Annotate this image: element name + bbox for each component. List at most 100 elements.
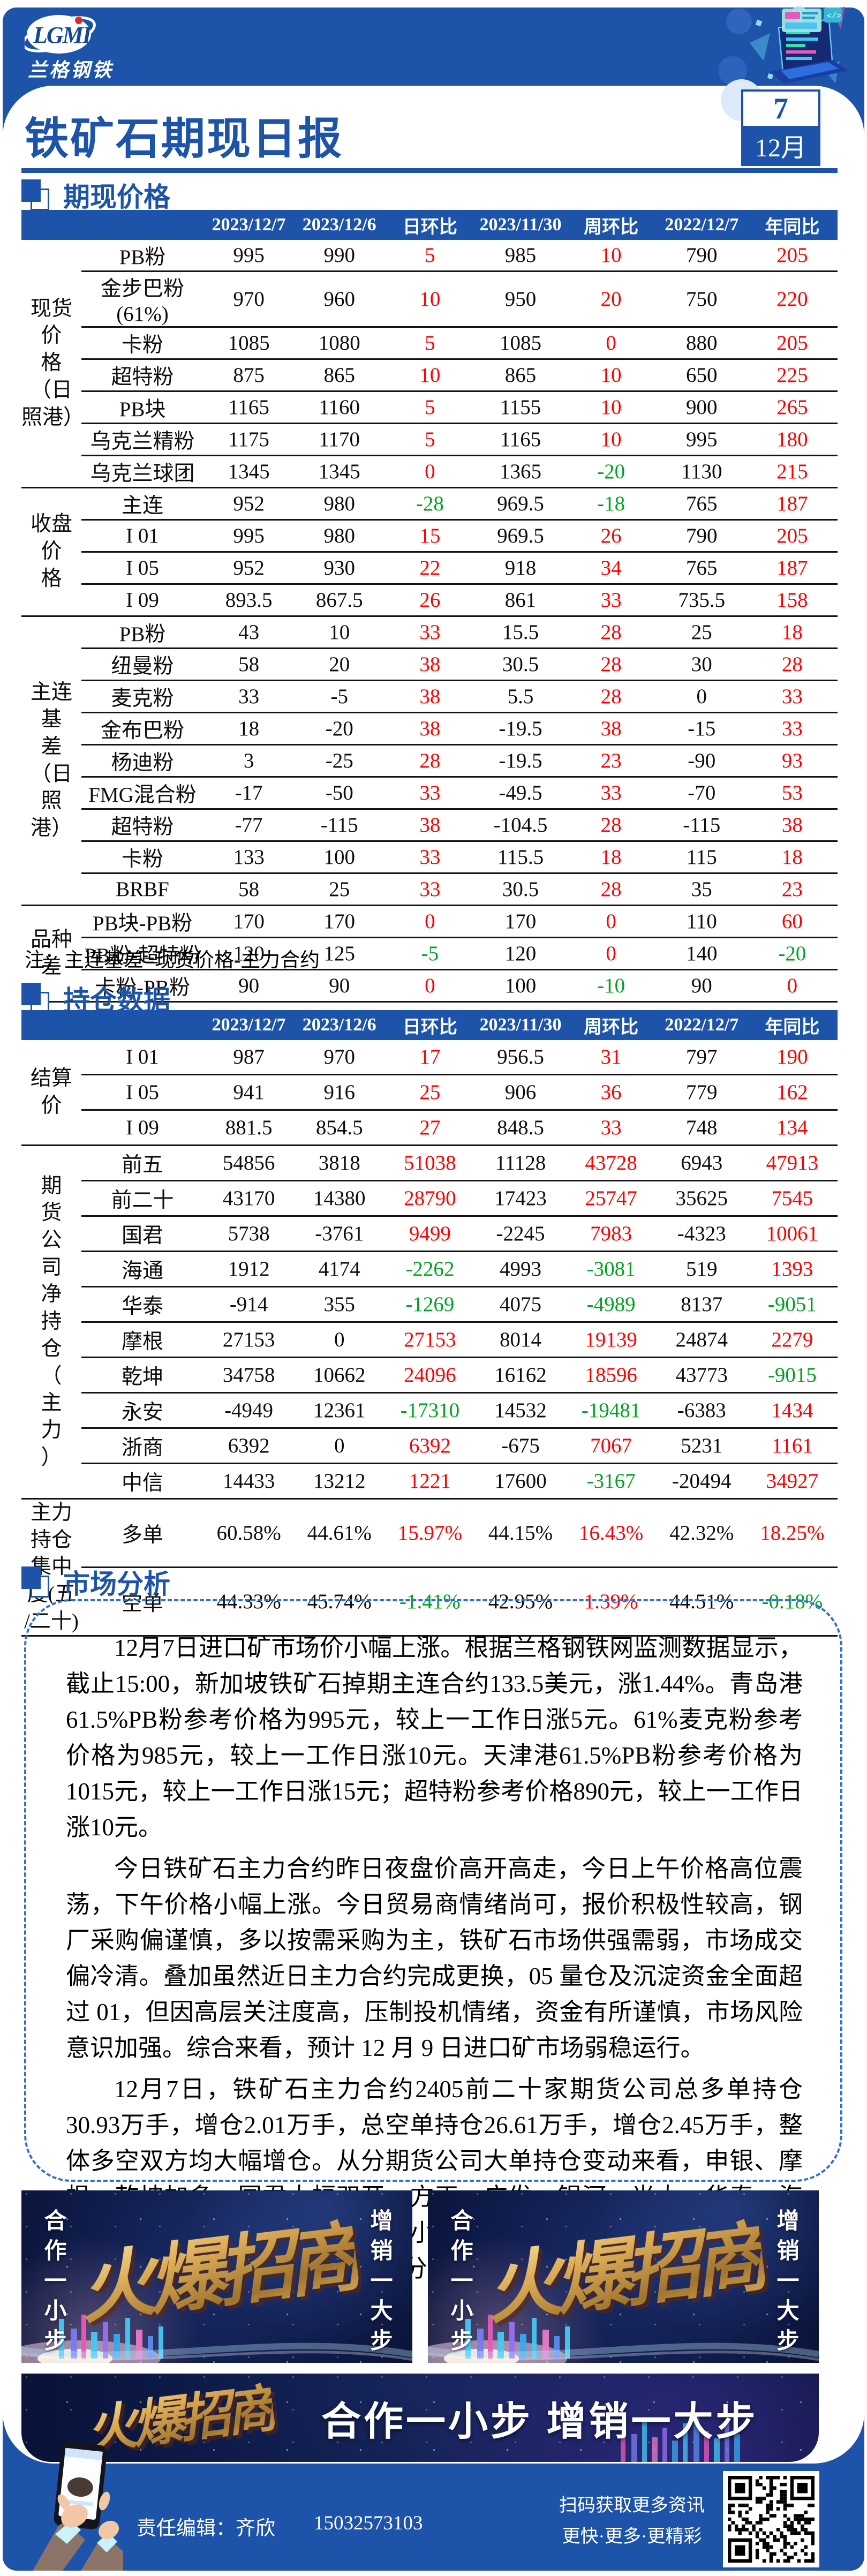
value-cell: 42.95%: [475, 1567, 566, 1637]
change-value-cell: 6392: [385, 1428, 476, 1464]
change-value-cell: 0: [566, 327, 657, 360]
editor-line: 责任编辑：齐欣 15032573103: [137, 2512, 423, 2541]
value-cell: 34758: [203, 1357, 295, 1394]
value-cell: 1170: [294, 423, 385, 456]
value-cell: 1130: [656, 455, 747, 488]
change-value-cell: 10: [566, 359, 657, 392]
row-label: 金步巴粉(61%): [81, 271, 203, 328]
row-label: PB粉: [81, 240, 203, 272]
change-value-cell: -20: [566, 455, 657, 488]
value-cell: 125: [294, 937, 385, 970]
change-value-cell: 18.25%: [747, 1498, 838, 1569]
change-value-cell: 10: [566, 423, 657, 456]
value-cell: 25: [656, 616, 747, 649]
value-cell: 14532: [475, 1392, 566, 1429]
value-cell: 355: [294, 1286, 385, 1323]
value-cell: 90: [294, 969, 385, 1003]
value-cell: 650: [656, 359, 747, 392]
row-group-label: 结算价: [21, 1040, 81, 1146]
table-row: PB粉-超特粉 120 125 -5 120 0 140 -20: [21, 937, 838, 970]
value-cell: 170: [475, 905, 566, 938]
brand-name: 兰格钢铁: [28, 59, 114, 81]
value-cell: 10662: [294, 1357, 385, 1394]
value-cell: 985: [475, 240, 566, 272]
table-row: 超特粉 875 865 10 865 10 650 225: [21, 359, 838, 392]
column-header: 2023/11/30: [475, 1010, 566, 1040]
table-row: 金布巴粉 18 -20 38 -19.5 38 -15 33: [21, 712, 838, 745]
change-value-cell: 24096: [385, 1357, 476, 1394]
change-value-cell: 1161: [747, 1428, 838, 1464]
value-cell: 115: [656, 841, 747, 874]
value-cell: 10: [294, 616, 385, 649]
value-cell: 854.5: [294, 1110, 385, 1146]
value-cell: 900: [656, 391, 747, 424]
column-header: 日环比: [385, 210, 476, 240]
analysis-box: 12月7日进口矿市场价小幅上涨。根据兰格钢铁网监测数据显示，截止15:00，新加…: [24, 1599, 842, 2282]
section-bullet-icon: [21, 983, 50, 1014]
change-value-cell: 33: [385, 841, 476, 874]
change-value-cell: 158: [747, 584, 838, 617]
value-cell: 1080: [294, 327, 385, 360]
change-value-cell: 28: [566, 648, 657, 681]
value-cell: 990: [294, 240, 385, 272]
promo-banner-right: 合作一小步 增销一大步 火爆招商: [428, 2190, 819, 2363]
value-cell: 13212: [294, 1463, 385, 1500]
change-value-cell: 28: [566, 873, 657, 906]
value-cell: 916: [294, 1074, 385, 1111]
row-label: 纽曼粉: [81, 648, 203, 681]
change-value-cell: 5: [385, 391, 476, 424]
row-label: 华泰: [81, 1286, 203, 1323]
page-title: 铁矿石期现日报: [25, 115, 344, 163]
value-cell: 45.74%: [294, 1567, 385, 1637]
value-cell: 27153: [203, 1322, 295, 1358]
value-cell: 1175: [203, 423, 295, 456]
change-value-cell: -18: [566, 487, 657, 521]
value-cell: 995: [203, 519, 295, 553]
change-value-cell: 38: [566, 712, 657, 745]
value-cell: 44.33%: [203, 1567, 295, 1637]
table-row: 结算价 I 01 987 970 17 956.5 31 797 190: [21, 1040, 838, 1146]
value-cell: -19.5: [475, 744, 566, 778]
change-value-cell: -19481: [566, 1392, 657, 1429]
row-label: 超特粉: [81, 359, 203, 392]
change-value-cell: -20: [747, 937, 838, 970]
value-cell: 797: [656, 1040, 747, 1075]
change-value-cell: 51038: [385, 1145, 476, 1181]
value-cell: 779: [656, 1074, 747, 1111]
change-value-cell: 23: [566, 744, 657, 778]
value-cell: 987: [203, 1040, 295, 1075]
value-cell: 43: [203, 616, 295, 649]
change-value-cell: -2262: [385, 1251, 476, 1287]
value-cell: -4323: [656, 1216, 747, 1252]
change-value-cell: 47913: [747, 1145, 838, 1181]
change-value-cell: 205: [747, 240, 838, 272]
table-corner-blank: [21, 210, 203, 240]
change-value-cell: 7545: [747, 1180, 838, 1217]
change-value-cell: -3081: [566, 1251, 657, 1287]
value-cell: 14380: [294, 1180, 385, 1217]
change-value-cell: 33: [566, 1110, 657, 1146]
value-cell: 60.58%: [203, 1498, 295, 1569]
change-value-cell: 187: [747, 552, 838, 585]
change-value-cell: 15: [385, 519, 476, 553]
value-cell: 980: [294, 519, 385, 553]
change-value-cell: 28: [385, 744, 476, 778]
value-cell: 35: [656, 873, 747, 906]
change-value-cell: 10: [566, 391, 657, 424]
change-value-cell: 38: [385, 712, 476, 745]
row-label: I 01: [81, 1040, 203, 1075]
value-cell: 0: [656, 680, 747, 713]
change-value-cell: 28790: [385, 1180, 476, 1217]
table-corner-blank: [21, 1010, 203, 1040]
row-group-label: 现货价 格（日 照港）: [21, 240, 84, 488]
value-cell: -914: [203, 1286, 295, 1323]
change-value-cell: 2279: [747, 1322, 838, 1358]
value-cell: 20: [294, 648, 385, 681]
value-cell: 861: [475, 584, 566, 617]
value-cell: 24874: [656, 1322, 747, 1358]
value-cell: 969.5: [475, 519, 566, 553]
change-value-cell: 1221: [385, 1463, 476, 1500]
table-row: I 01 995 980 15 969.5 26 790 205: [21, 519, 838, 553]
value-cell: 54856: [203, 1145, 295, 1181]
change-value-cell: 26: [385, 584, 476, 617]
